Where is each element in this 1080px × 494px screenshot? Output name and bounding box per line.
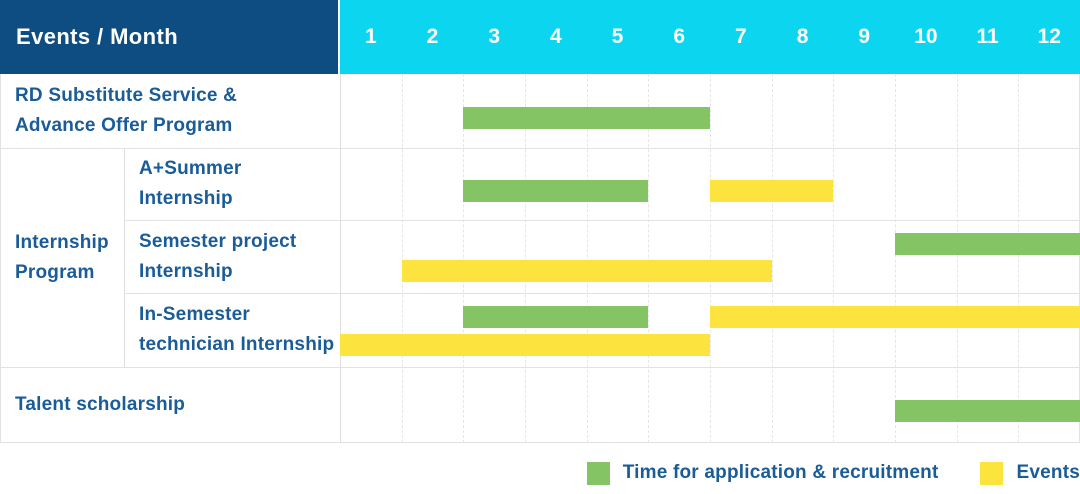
month-header-row: 1 2 3 4 5 6 7 8 9 10 11 12 [340, 0, 1080, 74]
bar-application-recruitment [463, 107, 710, 129]
row-label-line: Internship [139, 260, 233, 282]
row-divider [124, 220, 1080, 221]
row-label-line: Semester project [139, 230, 297, 252]
label-chart-divider [340, 74, 341, 443]
bar-events [401, 260, 772, 282]
month-label-10: 10 [914, 25, 938, 48]
group-label-internship-program: Internship Program [0, 148, 124, 367]
row-label: In-Semester technician Internship [124, 293, 340, 367]
month-label-6: 6 [673, 25, 686, 48]
bar-application-recruitment [895, 400, 1080, 422]
row-divider [0, 148, 1080, 149]
row-label: A+Summer Internship [124, 148, 340, 220]
row-divider [124, 293, 1080, 294]
row-divider [0, 367, 1080, 368]
group-divider [124, 148, 125, 367]
bar-application-recruitment [895, 233, 1080, 255]
month-gridline [833, 74, 834, 443]
month-label-11: 11 [976, 25, 999, 48]
month-gridline [402, 74, 403, 443]
month-gridline [463, 74, 464, 443]
month-gridline [710, 74, 711, 443]
month-label-1: 1 [364, 25, 377, 48]
month-gridline [895, 74, 896, 443]
row-label-line: Internship [15, 231, 109, 253]
month-gridline [957, 74, 958, 443]
row-label-line: Talent scholarship [15, 394, 186, 415]
header-title-cell: Events / Month [0, 0, 338, 74]
row-label-line: technician Internship [139, 334, 335, 355]
row-label-line: Advance Offer Program [15, 115, 233, 136]
month-label-2: 2 [426, 25, 439, 48]
row-label: Semester project Internship [124, 220, 340, 293]
month-gridline [1018, 74, 1019, 443]
month-label-5: 5 [611, 25, 624, 48]
row-label: Talent scholarship [0, 367, 340, 443]
row-label-line: In-Semester [139, 304, 250, 325]
month-label-4: 4 [550, 25, 562, 48]
legend-swatch-application-icon [586, 461, 610, 485]
row-label: RD Substitute Service & Advance Offer Pro… [0, 74, 340, 148]
bar-events [340, 334, 710, 356]
bar-application-recruitment [463, 306, 649, 328]
legend-label-events: Events [1016, 462, 1080, 483]
month-label-7: 7 [735, 25, 747, 48]
month-gridline [525, 74, 526, 443]
month-gridline [772, 74, 773, 443]
month-label-9: 9 [858, 25, 871, 48]
legend-label-application: Time for application & recruitment [622, 462, 939, 483]
row-label-line: Internship [139, 188, 233, 209]
bar-events [710, 180, 834, 202]
month-label-8: 8 [796, 25, 809, 48]
page-title: Events / Month [16, 24, 179, 49]
legend: Time for application & recruitment Event… [586, 459, 1080, 487]
row-label-line: RD Substitute Service & [15, 85, 238, 106]
month-label-12: 12 [1037, 25, 1061, 48]
month-label-3: 3 [488, 25, 501, 48]
row-label-line: Program [15, 261, 95, 283]
month-gridline [587, 74, 588, 443]
bar-application-recruitment [463, 180, 649, 202]
month-gridline [648, 74, 649, 443]
legend-swatch-events-icon [980, 461, 1004, 485]
bar-events [710, 306, 1080, 328]
row-label-line: A+Summer [139, 158, 242, 179]
